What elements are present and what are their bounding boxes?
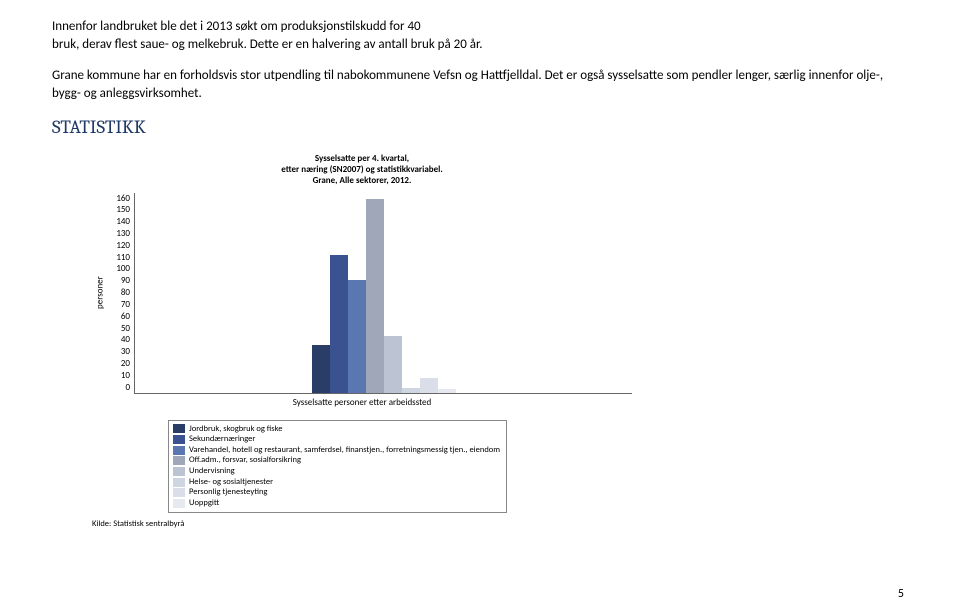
x-axis-label: Sysselsatte personer etter arbeidssted: [92, 397, 632, 408]
y-tick: 60: [106, 311, 130, 322]
bar: [402, 388, 420, 393]
y-axis-label: personer: [92, 193, 106, 393]
legend-row: Undervisning: [173, 466, 500, 477]
legend-label: Jordbruk, skogbruk og fiske: [189, 424, 282, 435]
legend-label: Off.adm., forsvar, sosialforsikring: [189, 455, 301, 466]
legend-row: Uoppgitt: [173, 498, 500, 509]
bar: [348, 280, 366, 393]
chart-source: Kilde: Statistisk sentralbyrå: [92, 519, 632, 529]
bar-group: [312, 199, 456, 393]
legend-swatch: [173, 456, 185, 465]
chart-legend: Jordbruk, skogbruk og fiskeSekundærnærin…: [168, 420, 507, 513]
paragraph-1-line-b: bruk, derav flest saue- og melkebruk. De…: [52, 37, 483, 52]
legend-row: Helse- og sosialtjenester: [173, 477, 500, 488]
y-tick: 50: [106, 323, 130, 334]
bar: [438, 389, 456, 393]
legend-label: Sekundærnæringer: [189, 434, 255, 445]
plot-region: [134, 193, 632, 394]
legend-label: Undervisning: [189, 466, 235, 477]
paragraph-1: Innenfor landbruket ble det i 2013 søkt …: [52, 18, 692, 53]
bar: [366, 199, 384, 393]
y-tick: 30: [106, 346, 130, 357]
chart-plot-area: personer 1601501401301201101009080706050…: [92, 193, 632, 393]
y-tick: 120: [106, 240, 130, 251]
legend-swatch: [173, 478, 185, 487]
y-tick: 10: [106, 370, 130, 381]
legend-swatch: [173, 446, 185, 455]
legend-swatch: [173, 467, 185, 476]
legend-row: Sekundærnæringer: [173, 434, 500, 445]
legend-row: Varehandel, hotell og restaurant, samfer…: [173, 445, 500, 456]
document-page: Innenfor landbruket ble det i 2013 søkt …: [0, 0, 960, 611]
legend-row: Jordbruk, skogbruk og fiske: [173, 424, 500, 435]
legend-row: Personlig tjenesteyting: [173, 487, 500, 498]
chart-title-line3: Grane, Alle sektorer, 2012.: [152, 176, 572, 187]
page-number: 5: [898, 587, 904, 601]
bar: [312, 345, 330, 393]
y-tick: 100: [106, 263, 130, 274]
legend-label: Uoppgitt: [189, 498, 219, 509]
legend-label: Personlig tjenesteyting: [189, 487, 267, 498]
y-axis-ticks: 1601501401301201101009080706050403020100: [106, 193, 134, 393]
section-heading: STATISTIKK: [52, 116, 908, 138]
paragraph-1-line-a: Innenfor landbruket ble det i 2013 søkt …: [52, 19, 421, 34]
y-tick: 160: [106, 193, 130, 204]
chart-title: Sysselsatte per 4. kvartal, etter næring…: [152, 154, 572, 186]
chart-container: Sysselsatte per 4. kvartal, etter næring…: [92, 154, 632, 529]
y-tick: 80: [106, 287, 130, 298]
bar: [420, 378, 438, 393]
y-tick: 140: [106, 216, 130, 227]
legend-swatch: [173, 499, 185, 508]
y-tick: 110: [106, 252, 130, 263]
paragraph-2: Grane kommune har en forholdsvis stor ut…: [52, 67, 908, 102]
y-tick: 0: [106, 382, 130, 393]
bar: [384, 336, 402, 392]
legend-swatch: [173, 424, 185, 433]
y-tick: 20: [106, 358, 130, 369]
y-tick: 150: [106, 204, 130, 215]
y-tick: 70: [106, 299, 130, 310]
legend-swatch: [173, 435, 185, 444]
y-tick: 90: [106, 275, 130, 286]
legend-row: Off.adm., forsvar, sosialforsikring: [173, 455, 500, 466]
bar: [330, 255, 348, 393]
y-tick: 40: [106, 334, 130, 345]
legend-swatch: [173, 488, 185, 497]
legend-label: Helse- og sosialtjenester: [189, 477, 273, 488]
y-tick: 130: [106, 228, 130, 239]
legend-label: Varehandel, hotell og restaurant, samfer…: [189, 445, 500, 456]
